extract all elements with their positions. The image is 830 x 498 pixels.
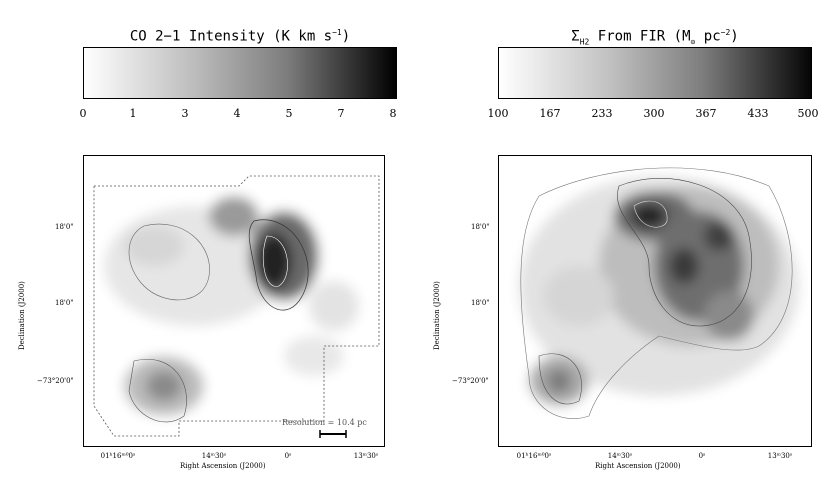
right-colorbar bbox=[498, 47, 812, 99]
right-ytick: 18'0" bbox=[471, 223, 490, 231]
right-cb-tick: 500 bbox=[797, 107, 819, 120]
left-cb-tick: 3 bbox=[181, 107, 189, 120]
right-xtick: 0ˢ bbox=[698, 452, 706, 460]
right-fir-map bbox=[498, 155, 812, 447]
right-xtick: 14ᵐ30ˢ bbox=[607, 452, 633, 460]
right-xtick: 13ᵐ30ˢ bbox=[767, 452, 793, 460]
resolution-label: Resolution = 10.4 pc bbox=[282, 418, 367, 427]
left-cb-tick: 0 bbox=[79, 107, 87, 120]
right-colorbar-title: ΣH2 From FIR (M⊙ pc−2) bbox=[571, 28, 739, 47]
left-ytick: 18'0" bbox=[55, 223, 74, 231]
right-cb-tick: 367 bbox=[695, 107, 717, 120]
left-colorbar-title: CO 2−1 Intensity (K km s−1) bbox=[129, 28, 351, 45]
right-x-axis-label: Right Ascension (J2000) bbox=[595, 462, 681, 470]
right-map-image bbox=[499, 156, 811, 446]
left-ytick: 18'0" bbox=[55, 299, 74, 307]
left-xtick: 14ᵐ30ˢ bbox=[201, 452, 227, 460]
left-ytick: −73°20'0" bbox=[37, 377, 74, 385]
left-cb-tick: 5 bbox=[285, 107, 293, 120]
left-cb-tick: 7 bbox=[337, 107, 345, 120]
right-cb-tick: 300 bbox=[643, 107, 665, 120]
left-xtick: 0ˢ bbox=[284, 452, 292, 460]
right-ytick: 18'0" bbox=[471, 299, 490, 307]
left-cb-tick: 8 bbox=[389, 107, 397, 120]
left-cb-tick: 1 bbox=[129, 107, 137, 120]
left-xtick: 13ᵐ30ˢ bbox=[353, 452, 379, 460]
right-cb-tick: 167 bbox=[539, 107, 561, 120]
left-x-axis-label: Right Ascension (J2000) bbox=[180, 462, 266, 470]
left-xtick: 01ʰ16ᵐ⁰0ˢ bbox=[100, 452, 136, 460]
right-xtick: 01ʰ16ᵐ⁰0ˢ bbox=[516, 452, 552, 460]
right-ytick: −73°20'0" bbox=[452, 377, 489, 385]
left-colorbar bbox=[83, 47, 397, 99]
left-map-image bbox=[84, 156, 384, 446]
right-cb-tick: 433 bbox=[747, 107, 769, 120]
right-y-axis-label: Declination (J2000) bbox=[433, 281, 441, 350]
right-cb-tick: 233 bbox=[591, 107, 613, 120]
left-co-map bbox=[83, 155, 385, 447]
left-cb-tick: 4 bbox=[233, 107, 241, 120]
right-cb-tick: 100 bbox=[487, 107, 509, 120]
left-y-axis-label: Declination (J2000) bbox=[18, 281, 26, 350]
